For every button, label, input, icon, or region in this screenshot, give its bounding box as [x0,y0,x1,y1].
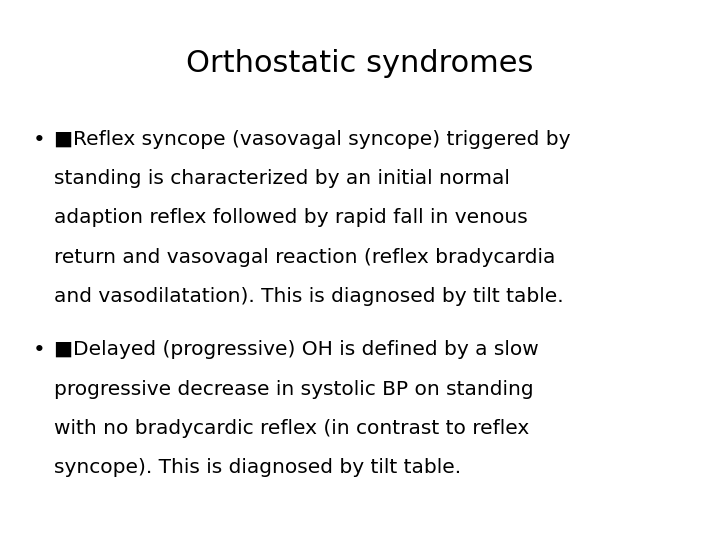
Text: progressive decrease in systolic BP on standing: progressive decrease in systolic BP on s… [54,380,534,399]
Text: and vasodilatation). This is diagnosed by tilt table.: and vasodilatation). This is diagnosed b… [54,287,564,306]
Text: Orthostatic syndromes: Orthostatic syndromes [186,49,534,78]
Text: standing is characterized by an initial normal: standing is characterized by an initial … [54,169,510,188]
Text: adaption reflex followed by rapid fall in venous: adaption reflex followed by rapid fall i… [54,208,528,227]
Text: •: • [33,130,46,150]
Text: return and vasovagal reaction (reflex bradycardia: return and vasovagal reaction (reflex br… [54,248,555,267]
Text: with no bradycardic reflex (in contrast to reflex: with no bradycardic reflex (in contrast … [54,419,529,438]
Text: ■Reflex syncope (vasovagal syncope) triggered by: ■Reflex syncope (vasovagal syncope) trig… [54,130,570,148]
Text: syncope). This is diagnosed by tilt table.: syncope). This is diagnosed by tilt tabl… [54,458,461,477]
Text: •: • [33,340,46,360]
Text: ■Delayed (progressive) OH is defined by a slow: ■Delayed (progressive) OH is defined by … [54,340,539,359]
